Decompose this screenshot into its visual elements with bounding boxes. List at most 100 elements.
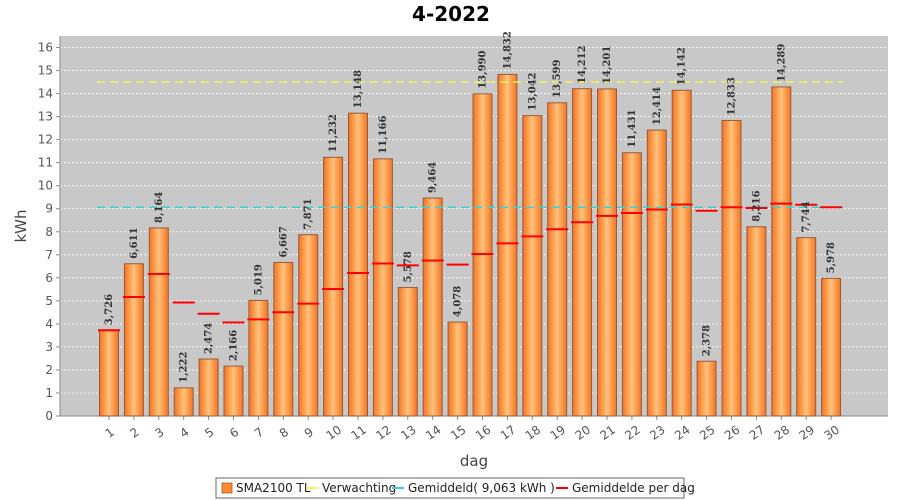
data-label: 4,078 — [453, 286, 464, 317]
y-tick-label: 3 — [45, 340, 53, 354]
legend-label: Gemiddelde per dag — [572, 481, 695, 495]
data-label: 5,978 — [826, 242, 837, 273]
bar — [696, 360, 717, 417]
data-label: 7,871 — [303, 198, 314, 229]
legend-label: Verwachting — [322, 481, 396, 495]
bar — [646, 129, 667, 417]
data-label: 6,611 — [129, 227, 140, 258]
data-label: 13,042 — [527, 72, 538, 110]
bar — [547, 102, 568, 417]
legend-label: Gemiddeld( 9,063 kWh ) — [408, 481, 555, 495]
y-tick-label: 12 — [38, 133, 53, 147]
legend: SMA2100 TL Verwachting Gemiddeld( 9,063 kW… — [215, 477, 695, 499]
bar — [821, 277, 842, 417]
x-tick-label: 21 — [597, 423, 618, 443]
bar — [99, 329, 119, 417]
data-label: 8,164 — [154, 192, 165, 223]
y-tick-label: 1 — [45, 386, 53, 400]
bar — [572, 88, 593, 417]
x-tick-label: 29 — [797, 423, 818, 443]
y-tick-label: 8 — [45, 225, 53, 239]
reference-lines — [97, 81, 844, 209]
bar — [273, 261, 294, 417]
bar — [323, 156, 344, 417]
x-tick-label: 9 — [302, 425, 316, 441]
x-tick-label: 27 — [747, 423, 768, 443]
x-tick-label: 4 — [177, 425, 191, 441]
x-tick-label: 13 — [398, 423, 419, 443]
x-tick-label: 24 — [672, 423, 693, 443]
data-label: 12,414 — [652, 87, 663, 125]
x-tick-label: 8 — [277, 425, 291, 441]
x-tick-label: 10 — [324, 423, 345, 443]
y-tick-label: 7 — [45, 248, 53, 262]
legend-label: SMA2100 TL — [236, 481, 311, 495]
x-tick-label: 1 — [103, 425, 117, 441]
bar — [123, 263, 144, 417]
x-tick-label: 17 — [498, 423, 519, 443]
data-label: 5,578 — [403, 251, 414, 282]
data-label: 2,474 — [204, 323, 215, 354]
y-tick-label: 2 — [45, 363, 53, 377]
bar — [348, 112, 368, 417]
y-tick-label: 5 — [45, 294, 53, 308]
y-tick-label: 4 — [45, 317, 53, 331]
x-tick-label: 30 — [822, 423, 843, 443]
x-axis-label: dag — [460, 452, 488, 470]
bar — [771, 86, 792, 417]
x-tick-label: 6 — [227, 425, 241, 441]
x-tick-label: 3 — [152, 425, 166, 441]
data-label: 13,148 — [353, 70, 364, 108]
bar-series — [99, 73, 842, 417]
data-labels: 3,726 6,611 8,164 1,222 2,474 2,166 5,019 6,667… — [104, 31, 837, 383]
data-label: 14,289 — [776, 44, 787, 82]
y-tick-label: 15 — [38, 64, 53, 78]
data-label: 14,832 — [502, 31, 513, 69]
x-tick-label: 5 — [202, 425, 216, 441]
bar — [223, 365, 244, 417]
x-tick-label: 26 — [722, 423, 743, 443]
data-label: 7,744 — [801, 201, 812, 232]
bar — [796, 237, 817, 417]
x-axis: 1 2 3 4 5 6 7 8 9 10 11 12 13 14 15 16 17 18 19 20 21 22 23 24 2… — [60, 415, 888, 443]
data-label: 9,464 — [428, 162, 439, 193]
data-label: 5,019 — [253, 264, 264, 295]
bar — [173, 387, 194, 417]
x-tick-label: 7 — [252, 425, 266, 441]
x-tick-label: 23 — [647, 423, 668, 443]
data-label: 6,667 — [278, 226, 289, 257]
bar — [447, 321, 468, 417]
bar — [372, 158, 393, 417]
bar — [746, 226, 767, 417]
y-tick-label: 16 — [38, 41, 53, 55]
bar — [422, 197, 443, 417]
legend-box — [215, 477, 685, 499]
bar — [148, 227, 169, 417]
bar — [597, 88, 617, 417]
bar — [721, 119, 742, 417]
data-label: 11,166 — [378, 116, 389, 154]
chart-title: 4-2022 — [412, 2, 490, 26]
x-tick-label: 16 — [473, 423, 494, 443]
data-label: 13,599 — [552, 59, 563, 97]
data-label: 1,222 — [179, 352, 190, 383]
bar — [522, 115, 543, 417]
y-tick-label: 0 — [45, 409, 53, 423]
y-tick-label: 11 — [38, 156, 53, 170]
y-tick-label: 13 — [38, 110, 53, 124]
bar — [248, 299, 269, 417]
bar — [671, 89, 692, 417]
data-label: 14,201 — [602, 46, 613, 84]
x-tick-label: 20 — [573, 423, 594, 443]
y-tick-label: 6 — [45, 271, 53, 285]
bar — [621, 152, 642, 417]
x-tick-label: 11 — [348, 423, 369, 443]
bar — [497, 73, 518, 417]
x-tick-label: 14 — [423, 423, 444, 443]
x-tick-label: 2 — [127, 425, 141, 441]
data-label: 11,431 — [627, 109, 638, 147]
y-tick-label: 14 — [38, 87, 53, 101]
bar — [198, 358, 219, 417]
